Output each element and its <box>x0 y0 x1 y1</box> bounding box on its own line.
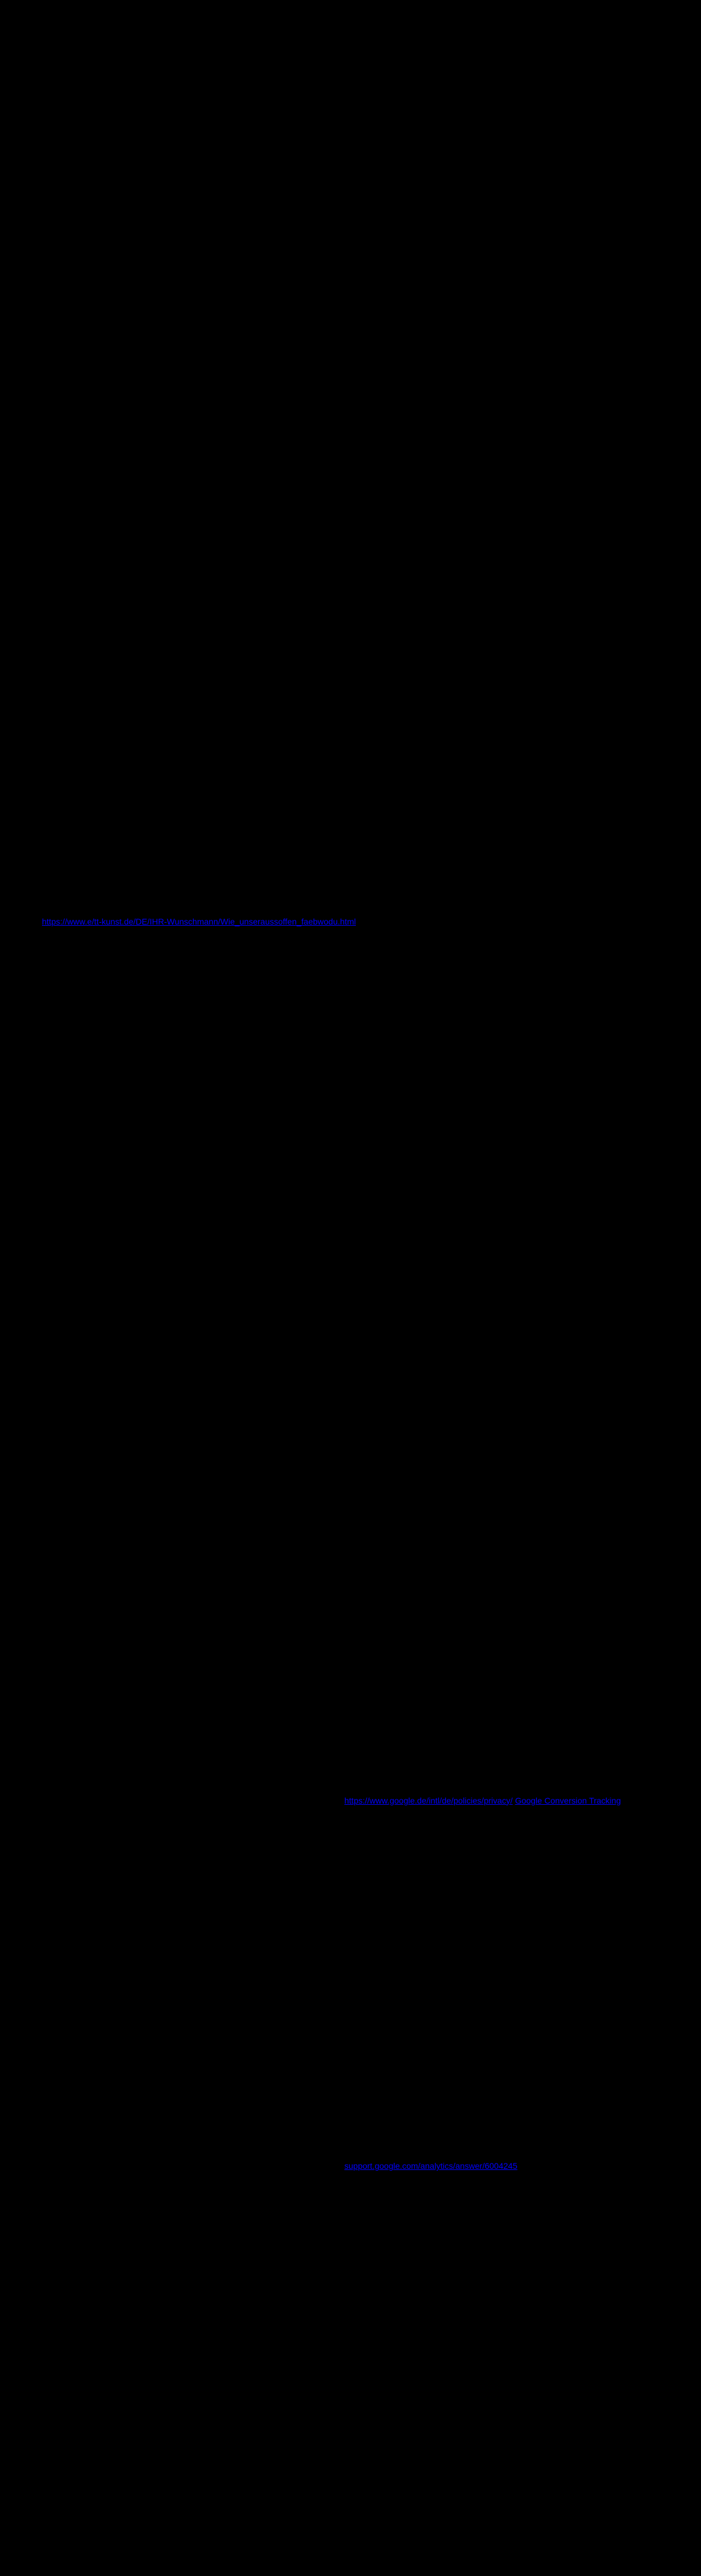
spacer-mid-1 <box>6 933 695 1795</box>
link-google-privacy[interactable]: https://www.google.de/intl/de/policies/p… <box>345 1796 513 1805</box>
link-ett-kunst[interactable]: https://www.e/tt-kunst.de/DE/IHR-Wunschm… <box>42 917 356 926</box>
link-google-analytics-support[interactable]: support.google.com/analytics/answer/6004… <box>345 2161 518 2171</box>
spacer-mid-2 <box>6 1811 695 2150</box>
link-ett-kunst-text-b: -kunst.de/DE/IHR-Wunschmann/Wie_unseraus… <box>99 917 356 926</box>
paragraph-3: Details finden Sie unter „Werbung" in di… <box>6 2160 695 2172</box>
link-google-conversion-tracking[interactable]: Google Conversion Tracking <box>515 1796 621 1805</box>
spacer-top <box>6 6 695 916</box>
document-page: https://www.e/tt-kunst.de/DE/IHR-Wunschm… <box>0 0 701 2576</box>
paragraph-3-prefix: Details finden Sie unter „Werbung" in di… <box>6 2161 345 2171</box>
paragraph-2: Details finden Sie unter „Werbung" in di… <box>6 1795 695 1807</box>
paragraph-2-prefix: Details finden Sie unter „Werbung" in di… <box>6 1796 345 1805</box>
link-ett-kunst-text-a: https://www.e/tt <box>42 917 99 926</box>
paragraph-1: https://www.e/tt-kunst.de/DE/IHR-Wunschm… <box>6 916 695 928</box>
